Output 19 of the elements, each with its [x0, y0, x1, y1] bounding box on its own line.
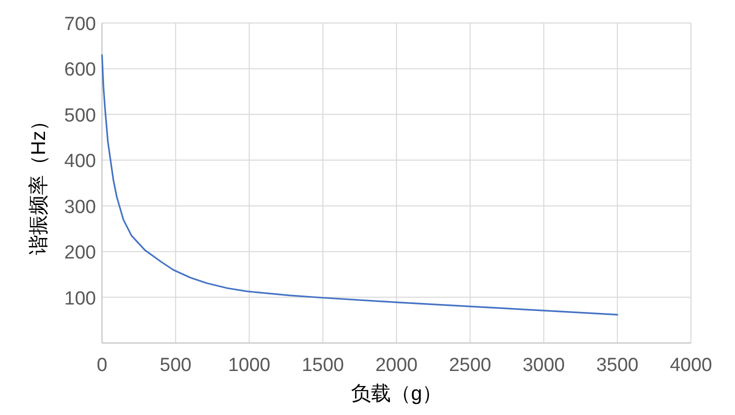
x-tick-label: 0 — [96, 355, 108, 376]
line-series — [101, 54, 618, 316]
y-axis-title: 谐振频率（Hz） — [28, 110, 50, 256]
y-tick-label: 500 — [64, 105, 96, 126]
x-tick-label: 2000 — [375, 355, 418, 376]
y-tick-label: 400 — [64, 151, 96, 172]
x-tick-label: 3500 — [596, 355, 639, 376]
x-tick-label: 3000 — [522, 355, 565, 376]
x-tick-label: 2500 — [448, 355, 492, 376]
y-tick-label: 700 — [64, 14, 96, 35]
x-axis-title: 负载（g） — [350, 383, 442, 405]
x-tick-label: 1500 — [302, 355, 344, 376]
x-tick-label: 4000 — [670, 355, 712, 376]
y-tick-label: 200 — [64, 242, 96, 264]
x-tick-label: 500 — [160, 355, 192, 376]
y-tick-label: 300 — [64, 196, 96, 218]
x-tick-label: 1000 — [228, 355, 270, 376]
y-tick-label: 100 — [64, 288, 96, 310]
y-tick-label: 600 — [64, 60, 96, 81]
